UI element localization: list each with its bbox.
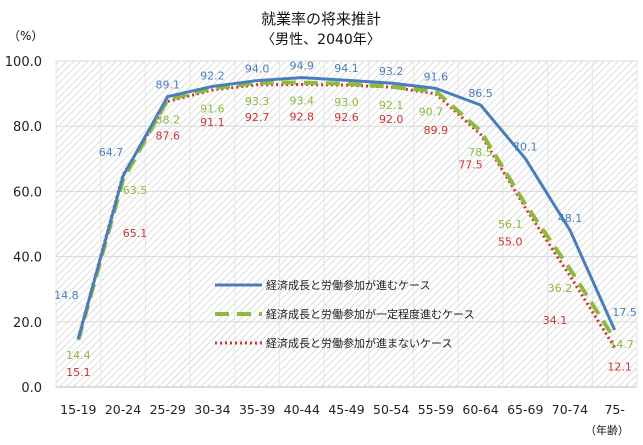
y-tick-label: 80.0 xyxy=(13,120,42,135)
data-label: 92.8 xyxy=(290,110,315,123)
legend-label: 経済成長と労働参加が進まないケース xyxy=(266,336,452,350)
data-label: 89.9 xyxy=(424,124,449,137)
x-tick-label: 45-49 xyxy=(328,402,364,417)
x-tick-label: 70-74 xyxy=(552,402,588,417)
data-label: 88.2 xyxy=(155,113,180,126)
data-label: 55.0 xyxy=(498,236,523,249)
chart-title: 就業率の将来推計 xyxy=(261,10,381,28)
data-label: 93.2 xyxy=(379,65,404,78)
data-label: 12.1 xyxy=(607,361,632,374)
legend-label: 経済成長と労働参加が一定程度進むケース xyxy=(266,307,474,321)
y-tick-label: 100.0 xyxy=(5,55,42,70)
y-tick-label: 20.0 xyxy=(13,316,42,331)
y-tick-label: 0.0 xyxy=(21,381,42,396)
data-label: 93.4 xyxy=(290,95,315,108)
data-label: 14.4 xyxy=(66,349,91,362)
data-label: 36.2 xyxy=(548,282,573,295)
data-label: 14.8 xyxy=(54,289,79,302)
data-label: 64.7 xyxy=(99,146,124,159)
x-tick-label: 20-24 xyxy=(105,402,141,417)
data-label: 94.1 xyxy=(334,62,359,75)
y-axis-label: （%） xyxy=(8,29,43,43)
x-tick-label: 75- xyxy=(604,402,624,417)
data-label: 17.5 xyxy=(612,306,637,319)
y-tick-label: 60.0 xyxy=(13,185,42,200)
x-tick-label: 30-34 xyxy=(194,402,230,417)
data-label: 48.1 xyxy=(558,212,583,225)
data-label: 34.1 xyxy=(543,314,568,327)
x-tick-label: 25-29 xyxy=(150,402,186,417)
data-label: 77.5 xyxy=(458,158,483,171)
data-label: 94.9 xyxy=(290,60,315,73)
plot-area xyxy=(56,61,637,387)
data-label: 15.1 xyxy=(66,366,91,379)
data-label: 93.0 xyxy=(334,96,359,109)
series-line-1 xyxy=(76,80,617,341)
data-label: 92.0 xyxy=(379,113,404,126)
x-axis-label: （年齢） xyxy=(585,423,629,437)
legend-label: 経済成長と労働参加が進むケース xyxy=(266,278,430,292)
x-tick-label: 35-39 xyxy=(239,402,275,417)
data-label: 91.6 xyxy=(424,70,449,83)
data-label: 93.3 xyxy=(245,95,270,108)
data-label: 90.7 xyxy=(419,105,444,118)
data-label: 94.0 xyxy=(245,63,270,76)
data-label: 92.2 xyxy=(200,69,225,82)
y-tick-label: 40.0 xyxy=(13,251,42,266)
x-tick-label: 15-19 xyxy=(60,402,96,417)
data-label: 78.5 xyxy=(468,146,493,159)
x-tick-label: 55-59 xyxy=(418,402,454,417)
data-label: 86.5 xyxy=(468,87,493,100)
data-label: 92.7 xyxy=(245,111,270,124)
x-tick-label: 50-54 xyxy=(373,402,409,417)
chart-subtitle: 〈男性、2040年〉 xyxy=(261,32,381,48)
x-tick-label: 60-64 xyxy=(462,402,498,417)
x-tick-label: 40-44 xyxy=(284,402,320,417)
data-label: 63.5 xyxy=(123,184,148,197)
data-label: 65.1 xyxy=(123,227,148,240)
data-label: 14.7 xyxy=(609,338,634,351)
data-label: 87.6 xyxy=(155,129,180,142)
data-label: 70.1 xyxy=(513,140,538,153)
data-label: 92.6 xyxy=(334,111,359,124)
data-label: 91.6 xyxy=(200,102,225,115)
data-label: 89.1 xyxy=(155,79,180,92)
series-line-2 xyxy=(76,82,616,349)
series-line-0 xyxy=(76,76,617,340)
data-label: 56.1 xyxy=(498,218,523,231)
data-label: 91.1 xyxy=(200,116,225,129)
x-tick-label: 65-69 xyxy=(507,402,543,417)
data-label: 92.1 xyxy=(379,99,404,112)
